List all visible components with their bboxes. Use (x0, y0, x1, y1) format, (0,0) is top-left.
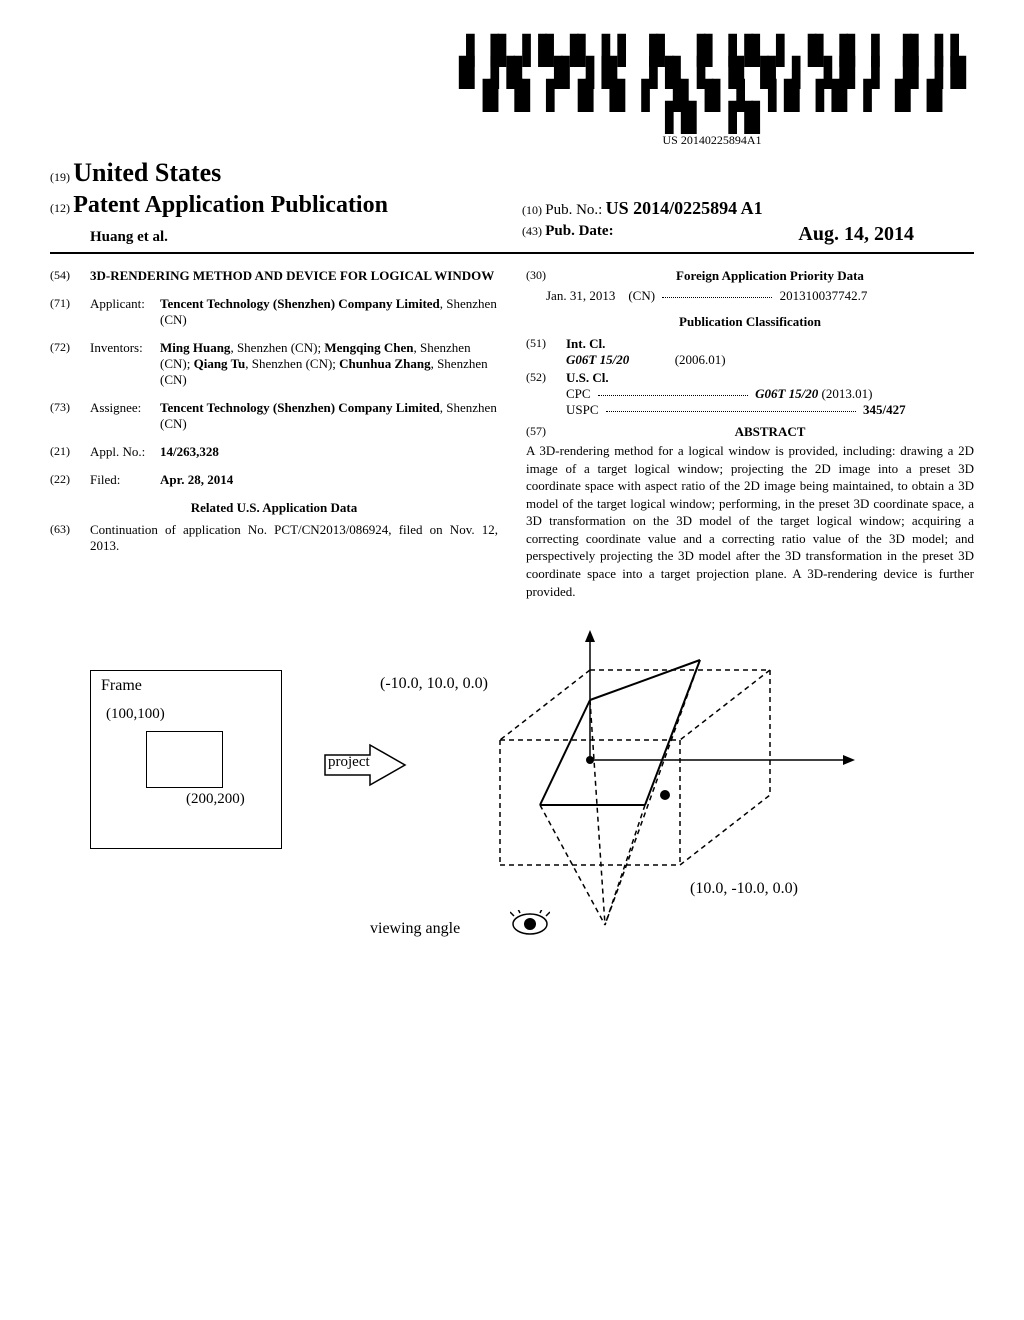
header-row-3: Huang et al. (43) Pub. Date: Aug. 14, 20… (50, 223, 974, 246)
field-21: (21) Appl. No.: 14/263,328 (50, 444, 498, 460)
field-22: (22) Filed: Apr. 28, 2014 (50, 472, 498, 488)
field-72: (72) Inventors: Ming Huang, Shenzhen (CN… (50, 340, 498, 388)
body-73: Tencent Technology (Shenzhen) Company Li… (160, 400, 498, 432)
intcl-date: (2006.01) (675, 352, 726, 367)
coord-100: (100,100) (106, 706, 165, 723)
code-71: (71) (50, 296, 90, 328)
priority-row: Jan. 31, 2013 (CN) 201310037742.7 (546, 288, 974, 304)
pub-no-label: Pub. No.: (545, 202, 602, 218)
body-columns: (54) 3D-RENDERING METHOD AND DEVICE FOR … (50, 268, 974, 600)
code-10: (10) (522, 203, 542, 217)
body-71: Tencent Technology (Shenzhen) Company Li… (160, 296, 498, 328)
assignee-bold: Tencent Technology (Shenzhen) Company Li… (160, 400, 440, 415)
applicant-bold: Tencent Technology (Shenzhen) Company Li… (160, 296, 440, 311)
field-63: (63) Continuation of application No. PCT… (50, 522, 498, 554)
code-21: (21) (50, 444, 90, 460)
body-72: Ming Huang, Shenzhen (CN); Mengqing Chen… (160, 340, 498, 388)
code-19: (19) (50, 170, 70, 184)
header-divider (50, 252, 974, 254)
code-51: (51) (526, 336, 566, 368)
figure: Frame (100,100) (200,200) project (-10.0… (50, 630, 974, 970)
cpc-val: G06T 15/20 (755, 386, 818, 401)
header-row-1: (19) United States (50, 158, 974, 188)
inv1-rest: , Shenzhen (CN); (230, 340, 324, 355)
code-22: (22) (50, 472, 90, 488)
field-51: (51) Int. Cl. G06T 15/20 (2006.01) (526, 336, 974, 368)
label-72: Inventors: (90, 340, 160, 388)
coord-3d-diagram (470, 630, 890, 940)
appl-no: 14/263,328 (160, 444, 219, 459)
priority-date: Jan. 31, 2013 (546, 288, 615, 303)
doc-type-title: Patent Application Publication (73, 192, 388, 218)
inv1-bold: Ming Huang (160, 340, 230, 355)
uspc-val: 345/427 (863, 402, 906, 417)
code-72: (72) (50, 340, 90, 388)
label-52: U.S. Cl. (566, 370, 609, 385)
dotfill-3 (606, 411, 856, 412)
code-73: (73) (50, 400, 90, 432)
dotfill-1 (662, 297, 772, 298)
label-51: Int. Cl. (566, 336, 605, 351)
field-57: (57) ABSTRACT (526, 424, 974, 440)
barcode-text: US 20140225894A1 (450, 133, 974, 148)
title-57: ABSTRACT (566, 424, 974, 440)
body-63: Continuation of application No. PCT/CN20… (90, 522, 498, 554)
coord-pos: (10.0, -10.0, 0.0) (690, 880, 798, 898)
frame-box: Frame (100,100) (200,200) (90, 670, 282, 849)
field-54: (54) 3D-RENDERING METHOD AND DEVICE FOR … (50, 268, 498, 284)
coord-200: (200,200) (186, 791, 245, 808)
label-71: Applicant: (90, 296, 160, 328)
code-57: (57) (526, 424, 566, 440)
inv4-bold: Chunhua Zhang (339, 356, 430, 371)
pub-class-title: Publication Classification (526, 314, 974, 330)
abstract-text: A 3D-rendering method for a logical wind… (526, 442, 974, 600)
code-54: (54) (50, 268, 90, 284)
barcode-block: ▌▐▌▐▐▌▐▌▐▐ ▐▌ ▐▌▐▐▌▐ ▐▌▐▌▐ ▐▌▐▐ ▐▌▐▐▌ ▐▌… (450, 40, 974, 148)
inv3-rest: , Shenzhen (CN); (245, 356, 339, 371)
code-12: (12) (50, 201, 70, 215)
barcode-graphic: ▌▐▌▐▐▌▐▌▐▐ ▐▌ ▐▌▐▐▌▐ ▐▌▐▌▐ ▐▌▐▐ ▐▌▐▐▌ ▐▌… (450, 40, 974, 130)
label-21: Appl. No.: (90, 444, 160, 460)
header-row-2: (12) Patent Application Publication (10)… (50, 192, 974, 219)
priority-country: (CN) (628, 288, 655, 303)
frame-inner-rect (146, 731, 223, 788)
field-52: (52) U.S. Cl. CPC G06T 15/20 (2013.01) U… (526, 370, 974, 418)
cpc-date: (2013.01) (822, 386, 873, 401)
inv3-bold: Qiang Tu (194, 356, 246, 371)
pub-date-label: Pub. Date: (545, 223, 613, 239)
country-title: United States (73, 158, 221, 187)
project-label: project (328, 754, 370, 771)
authors-line: Huang et al. (50, 229, 168, 245)
pub-date: Aug. 14, 2014 (798, 223, 914, 246)
title-30: Foreign Application Priority Data (566, 268, 974, 284)
intcl-class: G06T 15/20 (566, 352, 629, 367)
viewing-angle-label: viewing angle (370, 920, 460, 938)
label-22: Filed: (90, 472, 160, 488)
label-73: Assignee: (90, 400, 160, 432)
project-arrow: project (320, 740, 410, 794)
title-54: 3D-RENDERING METHOD AND DEVICE FOR LOGIC… (90, 268, 498, 284)
inv2-bold: Mengqing Chen (324, 340, 413, 355)
cpc-label: CPC (566, 386, 591, 401)
code-63: (63) (50, 522, 90, 554)
eye-icon (510, 910, 550, 942)
field-73: (73) Assignee: Tencent Technology (Shenz… (50, 400, 498, 432)
code-43: (43) (522, 224, 542, 238)
code-52: (52) (526, 370, 566, 418)
dotfill-2 (598, 395, 748, 396)
related-data-title: Related U.S. Application Data (50, 500, 498, 516)
frame-label: Frame (101, 677, 271, 695)
code-30: (30) (526, 268, 566, 284)
uspc-label: USPC (566, 402, 599, 417)
filed-date: Apr. 28, 2014 (160, 472, 233, 487)
pub-no: US 2014/0225894 A1 (606, 198, 763, 218)
field-71: (71) Applicant: Tencent Technology (Shen… (50, 296, 498, 328)
priority-number: 201310037742.7 (780, 288, 868, 303)
field-30: (30) Foreign Application Priority Data (526, 268, 974, 284)
right-column: (30) Foreign Application Priority Data J… (526, 268, 974, 600)
left-column: (54) 3D-RENDERING METHOD AND DEVICE FOR … (50, 268, 498, 600)
